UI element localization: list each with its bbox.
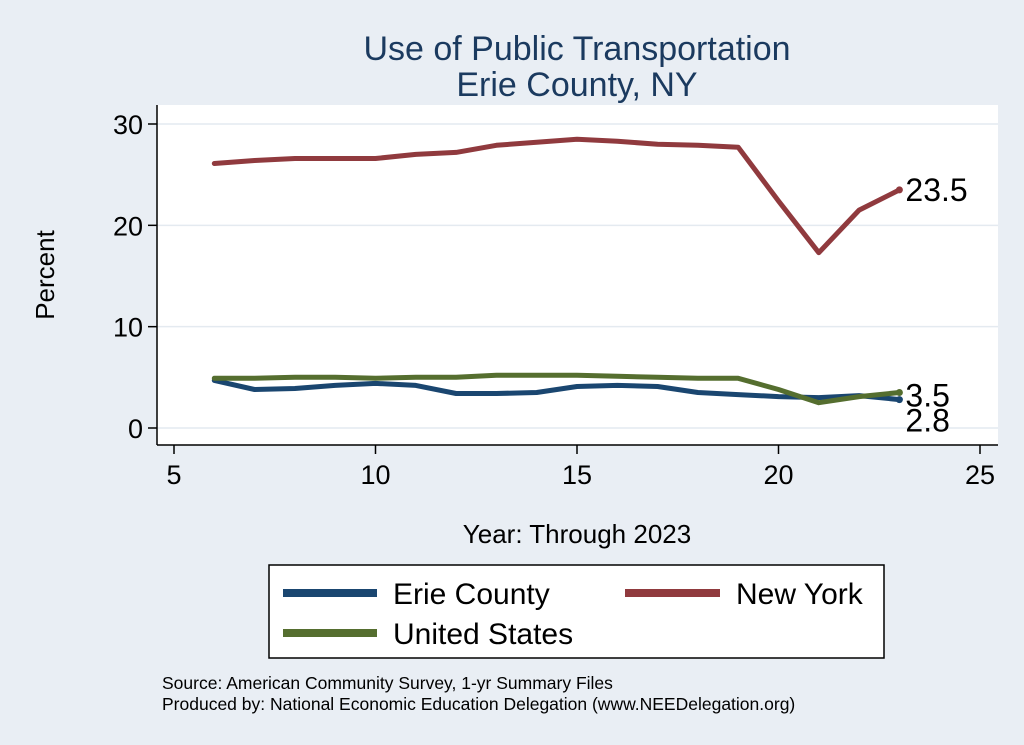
x-tick-label: 25 (965, 460, 995, 490)
end-marker-united-states (895, 389, 903, 397)
x-tick-label: 20 (763, 460, 793, 490)
y-axis-label: Percent (30, 229, 60, 319)
producer-note: Produced by: National Economic Education… (162, 694, 795, 714)
axes (148, 105, 998, 454)
legend-label-new-york: New York (736, 578, 864, 611)
end-label-erie-county: 2.8 (905, 403, 949, 439)
legend-label-erie-county: Erie County (393, 578, 550, 611)
legend-box (268, 564, 885, 659)
gridlines (157, 123, 998, 429)
y-tick-label: 0 (128, 414, 143, 444)
tick-labels: 0 10 20 30 5 10 15 20 25 (113, 110, 995, 490)
series-line-new-york (211, 136, 902, 256)
series-line-erie-county (211, 377, 902, 403)
series-lines (211, 136, 903, 406)
end-marker-erie-county (895, 396, 903, 404)
x-tick-label: 15 (562, 460, 592, 490)
end-marker-new-york (895, 186, 903, 194)
end-labels: 2.8 23.5 3.5 (905, 172, 967, 439)
legend: Erie County New York United States (268, 564, 885, 659)
y-tick-label: 20 (113, 211, 143, 241)
x-tick-label: 10 (360, 460, 390, 490)
end-label-united-states: 3.5 (905, 378, 949, 414)
series-line-united-states (211, 372, 902, 406)
y-tick-label: 10 (113, 313, 143, 343)
x-axis-label: Year: Through 2023 (463, 519, 691, 549)
x-tick-label: 5 (166, 460, 181, 490)
legend-label-united-states: United States (393, 618, 573, 651)
source-note: Source: American Community Survey, 1-yr … (162, 673, 613, 693)
chart-title: Use of Public Transportation (363, 30, 790, 68)
end-label-new-york: 23.5 (905, 172, 967, 208)
y-tick-label: 30 (113, 110, 143, 140)
chart-subtitle: Erie County, NY (456, 66, 697, 104)
